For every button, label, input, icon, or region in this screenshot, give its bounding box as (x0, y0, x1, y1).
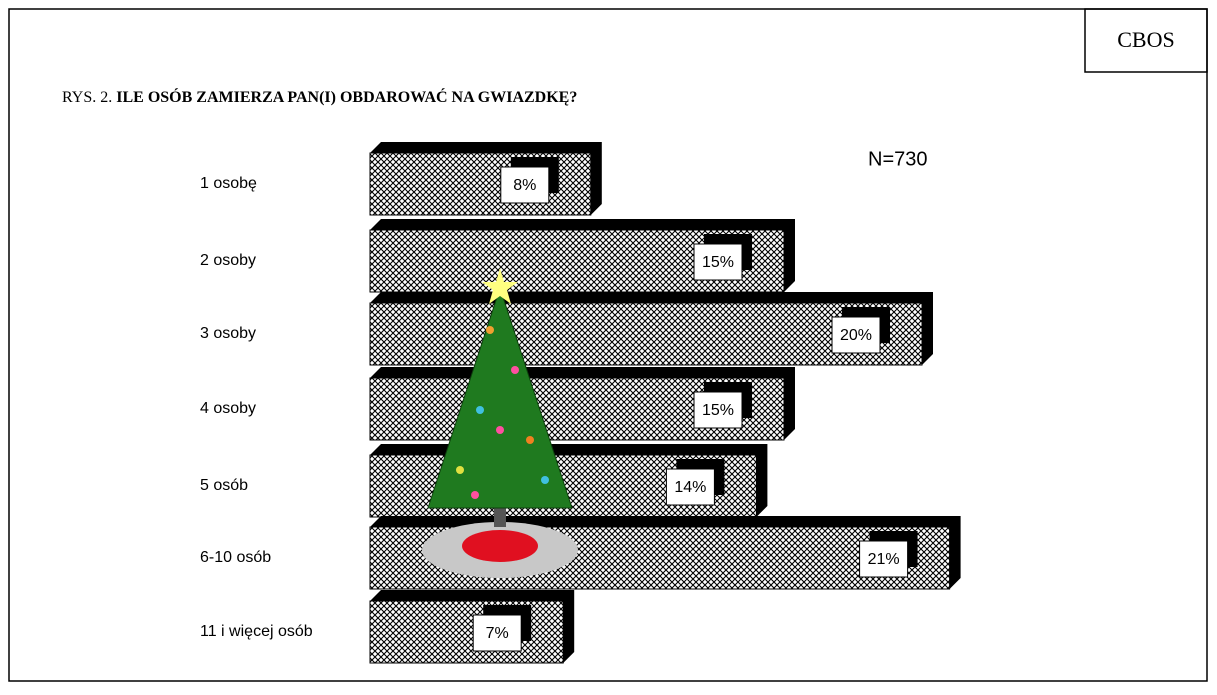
bar (370, 601, 563, 663)
source: CBOS (1117, 27, 1174, 52)
chart: CBOS RYS. 2. ILE OSÓB ZAMIERZA PAN(I) OB… (0, 0, 1217, 690)
category-label: 6-10 osób (200, 549, 271, 566)
value-label: 21% (868, 551, 900, 568)
category-label: 5 osób (200, 477, 248, 494)
value-label: 8% (513, 177, 536, 194)
value-label: 14% (674, 479, 706, 496)
chart-title: RYS. 2. ILE OSÓB ZAMIERZA PAN(I) OBDAROW… (62, 87, 577, 106)
category-label: 11 i więcej osób (200, 623, 313, 640)
bars: 8% 1 osobę 15% 2 osoby 20% 3 osoby 15% 4 osoby 1… (200, 142, 961, 663)
annotation: N=730 (868, 148, 928, 170)
figure-label: RYS. 2. (62, 89, 112, 106)
category-label: 2 osoby (200, 252, 256, 269)
title: ILE OSÓB ZAMIERZA PAN(I) OBDAROWAĆ NA GW… (116, 87, 577, 106)
category-label: 1 osobę (200, 175, 257, 192)
value-label: 7% (486, 625, 509, 642)
category-label: 3 osoby (200, 325, 256, 342)
value-label: 20% (840, 327, 872, 344)
value-label: 15% (702, 254, 734, 271)
category-label: 4 osoby (200, 400, 256, 417)
value-label: 15% (702, 402, 734, 419)
